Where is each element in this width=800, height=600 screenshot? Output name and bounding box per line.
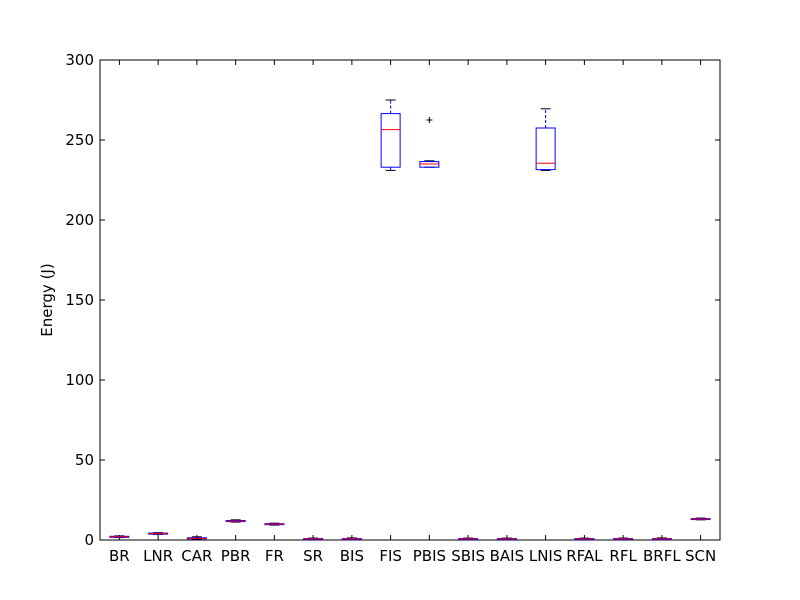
x-tick-label: FR <box>265 547 284 565</box>
box-pbr <box>225 519 246 523</box>
y-axis-title: Energy (J) <box>38 263 56 336</box>
y-tick-label: 50 <box>75 451 94 469</box>
box-fis <box>380 99 401 171</box>
box-fr <box>264 522 285 526</box>
x-tick-label: SCN <box>685 547 716 565</box>
x-tick-label: PBIS <box>413 547 446 565</box>
x-axis: BR LNR CAR PBR FR SR BIS FIS PBIS SBIS BAIS LNIS RFA… <box>109 60 716 565</box>
box-scn <box>690 517 711 521</box>
box-car <box>186 536 207 540</box>
box-bis <box>341 537 362 541</box>
iqr-box <box>380 113 401 168</box>
box-sr <box>303 537 324 541</box>
x-tick-label: CAR <box>181 547 212 565</box>
plot-area-frame <box>99 59 721 541</box>
x-tick-label: PBR <box>221 547 251 565</box>
box-brfl <box>651 537 672 541</box>
box-pbis <box>419 117 440 168</box>
x-tick-label: RFL <box>609 547 637 565</box>
x-tick-label: LNIS <box>529 547 563 565</box>
x-tick-label: BRFL <box>643 547 681 565</box>
y-tick-label: 200 <box>65 211 94 229</box>
y-tick-label: 150 <box>65 291 94 309</box>
y-tick-label: 250 <box>65 131 94 149</box>
box-lnis <box>535 108 556 171</box>
box-bais <box>496 537 517 541</box>
x-tick-label: FIS <box>379 547 402 565</box>
x-tick-label: BAIS <box>490 547 525 565</box>
box-rfl <box>613 537 634 541</box>
box-lnr <box>148 532 169 535</box>
x-tick-label: SR <box>303 547 323 565</box>
box-sbis <box>458 537 479 541</box>
x-tick-label: BR <box>109 547 130 565</box>
box-rfal <box>574 537 595 541</box>
x-tick-label: BIS <box>340 547 364 565</box>
iqr-box <box>535 127 556 171</box>
y-axis: 0 50 100 150 200 250 300 <box>65 51 720 549</box>
x-tick-label: SBIS <box>451 547 485 565</box>
x-tick-label: RFAL <box>566 547 603 565</box>
y-tick-label: 300 <box>65 51 94 69</box>
y-tick-label: 0 <box>84 531 94 549</box>
y-tick-label: 100 <box>65 371 94 389</box>
x-tick-label: LNR <box>143 547 173 565</box>
box-br <box>109 535 130 539</box>
boxes-layer <box>109 99 711 541</box>
